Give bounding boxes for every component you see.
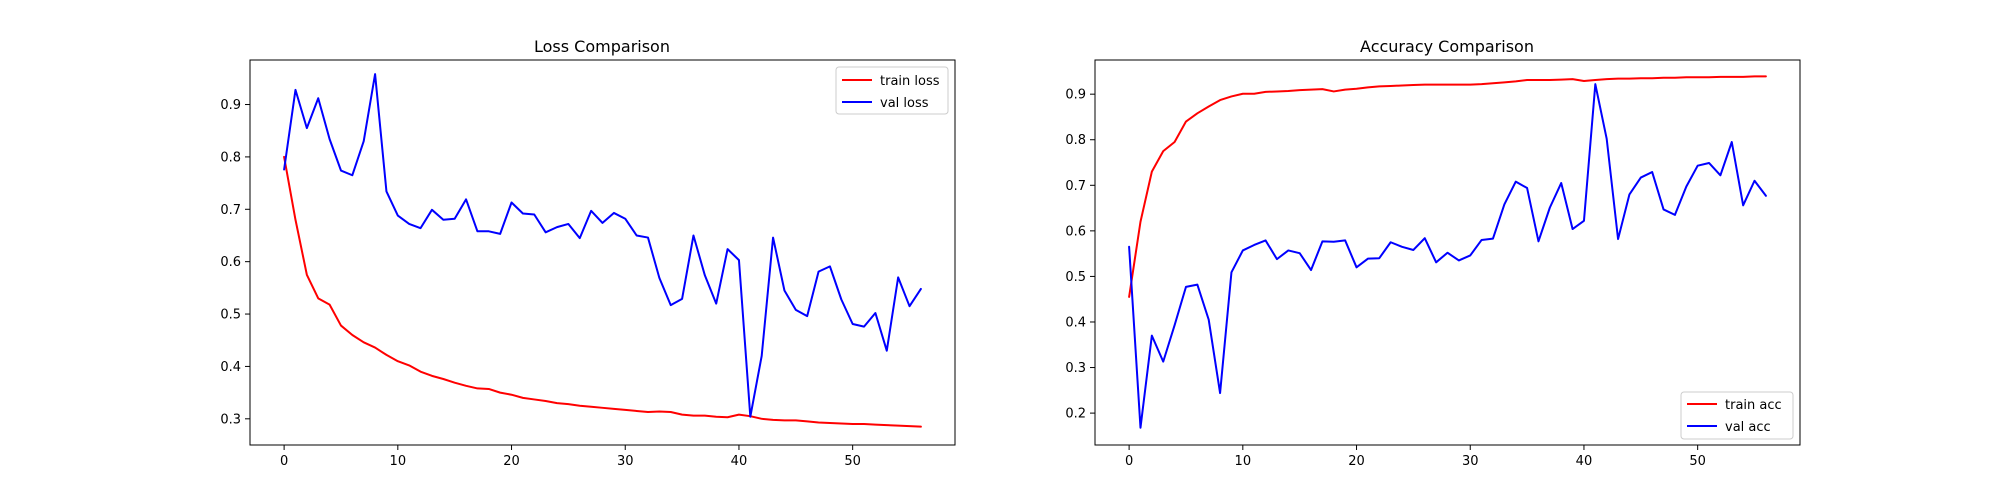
val-loss-line [283,73,922,418]
x-tick-label: 40 [731,454,748,469]
y-tick-label: 0.4 [1065,315,1086,330]
x-tick-label: 0 [280,454,288,469]
y-tick-label: 0.5 [1065,270,1086,285]
loss-axes: 0 10 20 30 40 50 0.3 0.4 0.5 0.6 0.7 0.8 0.9 [220,98,861,469]
legend-label-val-acc: val acc [1725,420,1771,435]
x-tick-label: 20 [1348,454,1365,469]
legend: train acc val acc [1680,391,1794,440]
legend-label-val-loss: val loss [880,96,929,111]
y-tick-label: 0.4 [220,360,241,375]
train-acc-line [1128,75,1767,298]
loss-chart: Loss Comparison 0 10 20 30 40 500.30.40.50.60… [220,37,956,469]
x-tick-label: 30 [617,454,634,469]
x-tick-label: 20 [503,454,520,469]
y-tick-label: 0.3 [220,412,241,427]
x-tick-label: 0 [1125,454,1133,469]
x-tick-label: 50 [1689,454,1706,469]
legend: train loss val loss [835,66,949,115]
y-tick-label: 0.3 [1065,361,1086,376]
accuracy-axes: 0 10 20 30 40 50 0.2 0.3 0.4 0.5 0.6 0.7 0.8 0.9 [1065,88,1706,469]
chart-title: Loss Comparison [534,37,670,56]
accuracy-series [1128,75,1767,429]
x-tick-label: 40 [1576,454,1593,469]
accuracy-chart: Accuracy Comparison 0 10 20 30 40 50 0.2 0.3 0.4… [1065,37,1801,469]
val-acc-line [1128,83,1767,429]
chart-title: Accuracy Comparison [1360,37,1534,56]
y-tick-label: 0.8 [220,150,241,165]
legend-label-train-acc: train acc [1725,398,1782,413]
loss-series [283,73,922,428]
x-tick-label: 50 [844,454,861,469]
x-tick-label: 30 [1462,454,1479,469]
x-tick-label: 10 [1235,454,1252,469]
legend-label-train-loss: train loss [880,74,940,89]
y-tick-label: 0.8 [1065,133,1086,148]
y-tick-label: 0.7 [1065,179,1086,194]
y-tick-label: 0.5 [220,308,241,323]
y-tick-label: 0.2 [1065,407,1086,422]
y-tick-label: 0.9 [220,98,241,113]
y-tick-label: 0.7 [220,203,241,218]
plot-frame [249,59,956,446]
y-tick-label: 0.9 [1065,88,1086,103]
y-tick-label: 0.6 [220,255,241,270]
train-loss-line [283,155,922,428]
x-tick-label: 10 [390,454,407,469]
plot-frame [1094,59,1801,446]
y-tick-label: 0.6 [1065,224,1086,239]
